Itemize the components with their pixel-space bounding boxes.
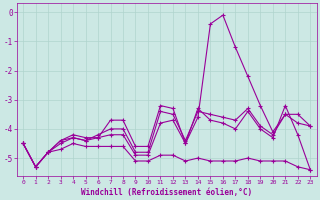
X-axis label: Windchill (Refroidissement éolien,°C): Windchill (Refroidissement éolien,°C) <box>81 188 252 197</box>
